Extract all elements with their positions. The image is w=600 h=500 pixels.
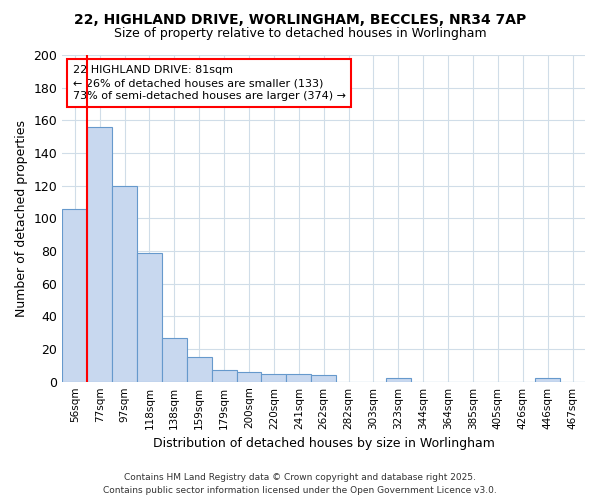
Bar xyxy=(286,374,311,382)
Text: 22 HIGHLAND DRIVE: 81sqm
← 26% of detached houses are smaller (133)
73% of semi-: 22 HIGHLAND DRIVE: 81sqm ← 26% of detach… xyxy=(73,65,346,101)
X-axis label: Distribution of detached houses by size in Worlingham: Distribution of detached houses by size … xyxy=(153,437,494,450)
Text: Contains HM Land Registry data © Crown copyright and database right 2025.
Contai: Contains HM Land Registry data © Crown c… xyxy=(103,474,497,495)
Bar xyxy=(162,338,187,382)
Bar xyxy=(212,370,236,382)
Bar xyxy=(311,375,336,382)
Text: Size of property relative to detached houses in Worlingham: Size of property relative to detached ho… xyxy=(113,28,487,40)
Text: 22, HIGHLAND DRIVE, WORLINGHAM, BECCLES, NR34 7AP: 22, HIGHLAND DRIVE, WORLINGHAM, BECCLES,… xyxy=(74,12,526,26)
Bar xyxy=(187,357,212,382)
Bar xyxy=(535,378,560,382)
Y-axis label: Number of detached properties: Number of detached properties xyxy=(15,120,28,317)
Bar xyxy=(262,374,286,382)
Bar xyxy=(236,372,262,382)
Bar xyxy=(62,208,87,382)
Bar xyxy=(112,186,137,382)
Bar xyxy=(87,127,112,382)
Bar xyxy=(137,252,162,382)
Bar xyxy=(386,378,411,382)
